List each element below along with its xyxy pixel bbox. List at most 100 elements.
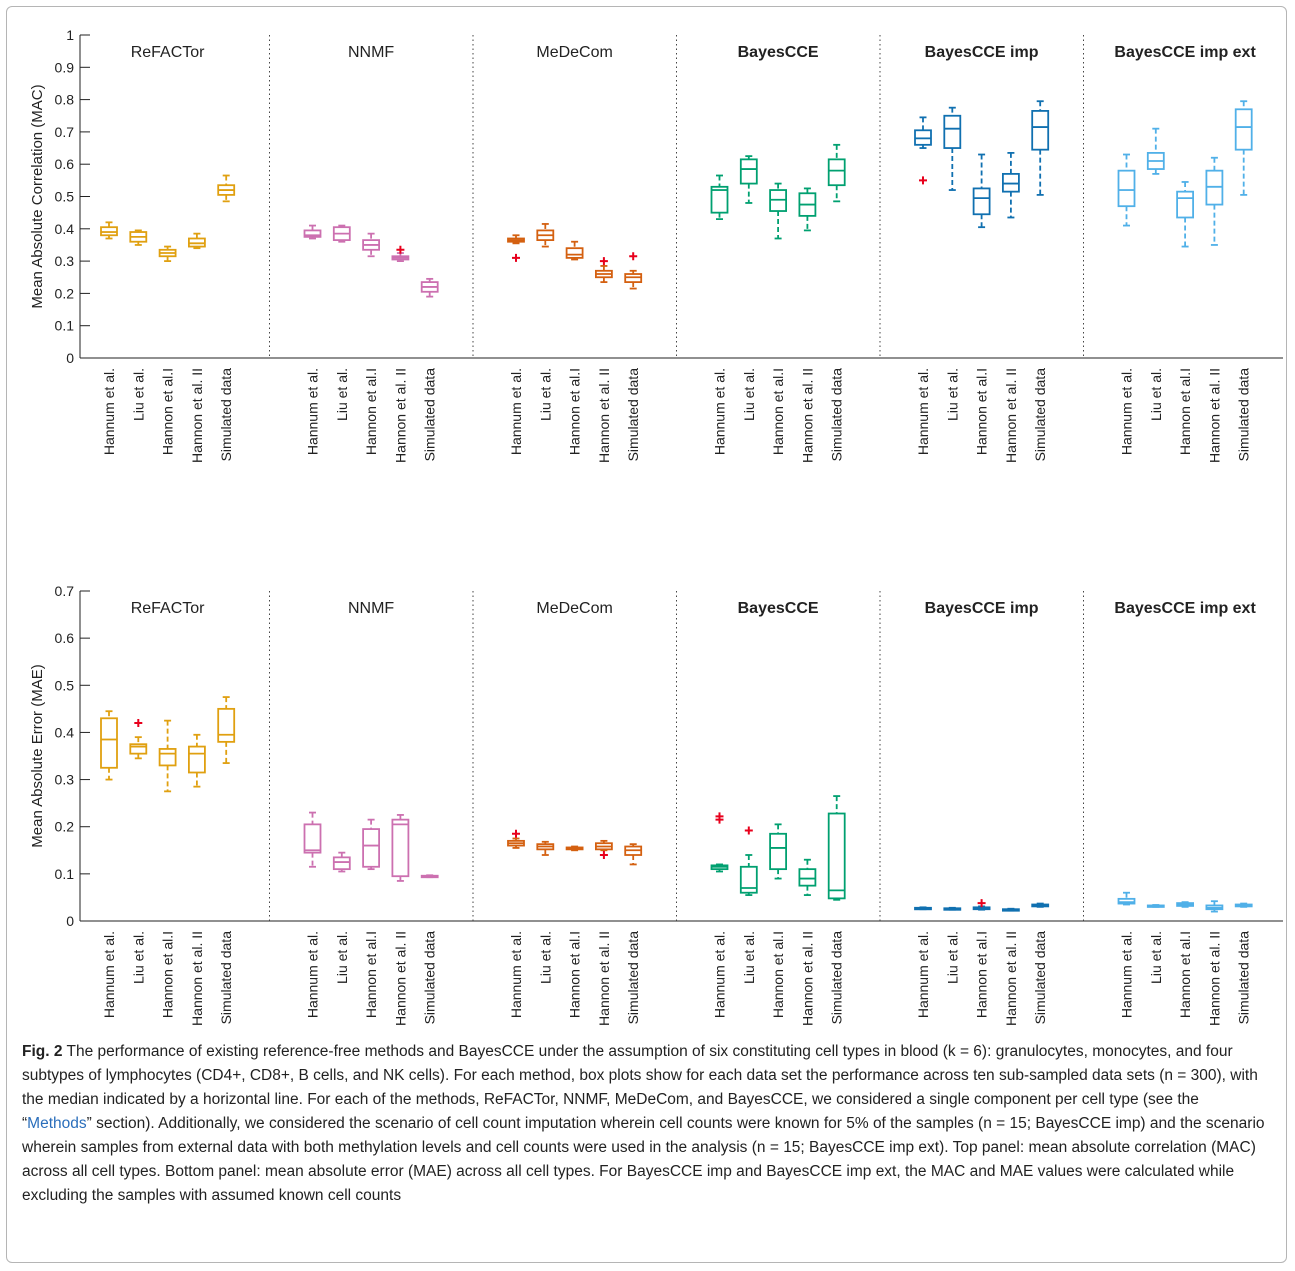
bottom-outlier-marker xyxy=(977,899,986,908)
bottom-category-label: Simulated data xyxy=(1032,931,1048,1025)
bottom-box xyxy=(827,812,846,900)
top-category-label: Simulated data xyxy=(625,368,641,462)
bottom-outlier-marker xyxy=(599,851,608,859)
bottom-category-label: Hannon et al.I xyxy=(1177,931,1193,1018)
top-category-label: Hannon et al. II xyxy=(799,368,815,463)
top-category-label: Hannon et al. II xyxy=(1003,368,1019,463)
top-method-title: ReFACTor xyxy=(131,44,205,61)
top-y-tick-label: 0.1 xyxy=(55,318,75,334)
top-category-label: Hannon et al. II xyxy=(1206,368,1222,463)
top-box xyxy=(1031,110,1050,151)
bottom-category-label: Liu et al. xyxy=(334,931,350,984)
top-category-label: Simulated data xyxy=(1032,368,1048,462)
top-outlier-marker xyxy=(629,252,638,261)
top-method-title: NNMF xyxy=(348,44,394,61)
top-category-label: Liu et al. xyxy=(130,368,146,421)
bottom-category-label: Hannon et al. II xyxy=(1206,931,1222,1026)
figure-chart: 0 0.1 0.2 0.3 0.4 0.5 0.6 0.7 0.8 0.9 1 Mean Absolu… xyxy=(29,27,1283,1026)
top-category-label: Liu et al. xyxy=(537,368,553,421)
caption-text-1: The performance of existing reference-fr… xyxy=(22,1043,1258,1132)
bottom-y-tick-label: 0.5 xyxy=(55,677,75,693)
bottom-outlier-marker xyxy=(744,826,753,835)
bottom-category-label: Hannon et al. II xyxy=(1003,931,1019,1026)
bottom-y-tick-label: 0.1 xyxy=(55,866,75,882)
bottom-method-title: BayesCCE imp ext xyxy=(1114,600,1256,617)
top-box xyxy=(943,114,962,149)
bottom-category-label: Liu et al. xyxy=(537,931,553,984)
bottom-y-tick-label: 0.4 xyxy=(55,724,75,740)
bottom-category-label: Hannon et al. II xyxy=(189,931,205,1026)
bottom-category-label: Hannon et al. II xyxy=(596,931,612,1026)
top-box xyxy=(303,229,322,238)
bottom-category-label: Liu et al. xyxy=(1148,931,1164,984)
bottom-box xyxy=(332,856,351,871)
caption-fig-label: Fig. 2 xyxy=(22,1043,63,1060)
top-y-tick-label: 0.5 xyxy=(55,189,75,205)
top-category-label: Hannon et al.I xyxy=(770,368,786,455)
bottom-outlier-marker xyxy=(512,829,520,838)
bottom-method-title: MeDeCom xyxy=(536,600,612,617)
bottom-box xyxy=(187,745,206,774)
top-category-label: Hannon et al. II xyxy=(189,368,205,463)
top-category-label: Liu et al. xyxy=(944,368,960,421)
bottom-outlier-marker xyxy=(715,812,724,821)
bottom-category-label: Hannon et al.I xyxy=(974,931,990,1018)
bottom-box xyxy=(100,717,118,769)
bottom-y-tick-label: 0 xyxy=(66,913,74,929)
top-category-label: Hannon et al. II xyxy=(392,368,408,463)
top-category-label: Hannum et al. xyxy=(915,368,931,455)
top-category-label: Simulated data xyxy=(422,368,438,462)
top-category-label: Hannon et al.I xyxy=(160,368,176,455)
top-y-tick-label: 0 xyxy=(66,350,74,366)
bottom-category-label: Hannum et al. xyxy=(915,931,931,1018)
top-category-label: Hannon et al.I xyxy=(1177,368,1193,455)
bottom-y-tick-label: 0.6 xyxy=(55,630,75,646)
bottom-category-label: Liu et al. xyxy=(130,931,146,984)
bottom-method-title: BayesCCE imp xyxy=(925,600,1039,617)
bottom-category-label: Hannum et al. xyxy=(305,931,321,1018)
bottom-category-label: Hannum et al. xyxy=(712,931,728,1018)
bottom-method-title: BayesCCE xyxy=(738,600,819,617)
bottom-category-label: Simulated data xyxy=(422,931,438,1025)
top-y-tick-label: 0.9 xyxy=(55,59,75,75)
top-box xyxy=(972,187,991,216)
bottom-category-label: Simulated data xyxy=(625,931,641,1025)
bottom-box xyxy=(303,823,322,854)
top-method-title: BayesCCE imp ext xyxy=(1114,44,1256,61)
top-box xyxy=(739,158,758,185)
caption-text-2: ” section). Additionally, we considered … xyxy=(22,1115,1265,1204)
top-y-tick-label: 1 xyxy=(66,27,74,43)
bottom-box xyxy=(798,868,817,887)
top-y-tick-label: 0.6 xyxy=(55,156,75,172)
top-method-title: BayesCCE imp xyxy=(925,44,1039,61)
bottom-outlier-marker xyxy=(134,719,143,727)
top-box xyxy=(827,158,846,187)
top-category-label: Hannum et al. xyxy=(305,368,321,455)
top-y-tick-label: 0.2 xyxy=(55,285,75,301)
bottom-category-label: Hannon et al. II xyxy=(392,931,408,1026)
top-category-label: Liu et al. xyxy=(334,368,350,421)
top-method-title: MeDeCom xyxy=(536,44,612,61)
bottom-category-label: Hannum et al. xyxy=(1119,931,1135,1018)
top-y-tick-label: 0.4 xyxy=(55,221,75,237)
methods-link[interactable]: Methods xyxy=(27,1115,87,1132)
top-box xyxy=(1117,169,1136,208)
top-category-label: Simulated data xyxy=(829,368,845,462)
bottom-box xyxy=(217,707,236,743)
bottom-category-label: Hannon et al.I xyxy=(363,931,379,1018)
bottom-box xyxy=(739,865,758,894)
top-category-label: Hannon et al. II xyxy=(596,368,612,463)
bottom-y-tick-label: 0.2 xyxy=(55,819,75,835)
bottom-box xyxy=(1117,897,1136,905)
top-y-tick-label: 0.8 xyxy=(55,92,75,108)
top-category-label: Liu et al. xyxy=(741,368,757,421)
top-category-label: Hannum et al. xyxy=(712,368,728,455)
bottom-category-label: Simulated data xyxy=(829,931,845,1025)
bottom-y-axis-label: Mean Absolute Error (MAE) xyxy=(29,664,46,847)
top-category-label: Hannon et al.I xyxy=(567,368,583,455)
bottom-category-label: Simulated data xyxy=(1236,931,1252,1025)
bottom-method-title: NNMF xyxy=(348,600,394,617)
top-category-label: Hannum et al. xyxy=(1119,368,1135,455)
top-outlier-marker xyxy=(919,176,927,185)
top-box xyxy=(565,247,584,259)
